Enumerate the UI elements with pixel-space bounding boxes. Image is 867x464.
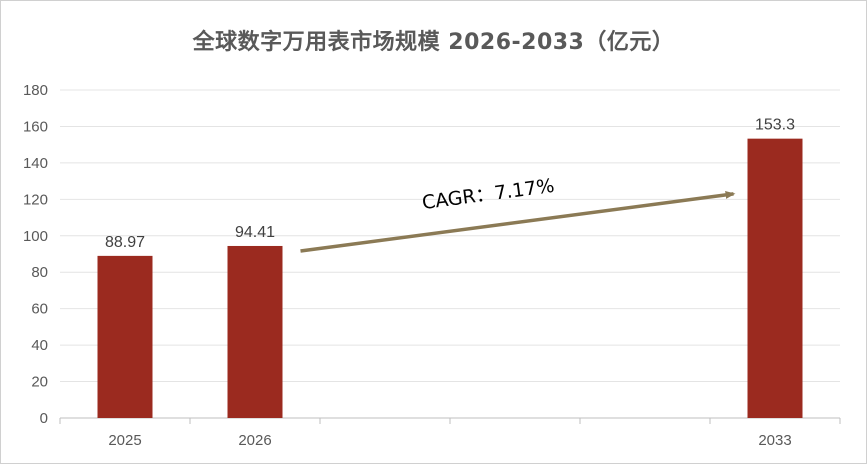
bar bbox=[227, 245, 283, 418]
y-tick-label: 100 bbox=[23, 228, 48, 245]
y-tick-label: 120 bbox=[23, 191, 48, 208]
y-tick-label: 180 bbox=[23, 82, 48, 99]
data-label: 88.97 bbox=[105, 234, 145, 251]
bar bbox=[97, 255, 153, 418]
y-tick-label: 0 bbox=[40, 410, 48, 427]
data-label: 94.41 bbox=[235, 224, 275, 241]
chart-title: 全球数字万用表市场规模 2026-2033（亿元） bbox=[192, 30, 675, 55]
x-tick-label: 2025 bbox=[108, 432, 141, 449]
bar bbox=[747, 138, 803, 419]
y-tick-label: 40 bbox=[31, 337, 48, 354]
cagr-label: CAGR：7.17% bbox=[421, 175, 556, 214]
y-tick-label: 60 bbox=[31, 301, 48, 318]
y-tick-label: 160 bbox=[23, 118, 48, 135]
cagr-arrow bbox=[300, 190, 736, 253]
x-tick-label: 2026 bbox=[238, 432, 271, 449]
data-label: 153.3 bbox=[755, 117, 795, 134]
y-tick-label: 80 bbox=[31, 264, 48, 281]
y-tick-label: 20 bbox=[31, 374, 48, 391]
x-tick-label: 2033 bbox=[758, 432, 791, 449]
y-tick-label: 140 bbox=[23, 155, 48, 172]
